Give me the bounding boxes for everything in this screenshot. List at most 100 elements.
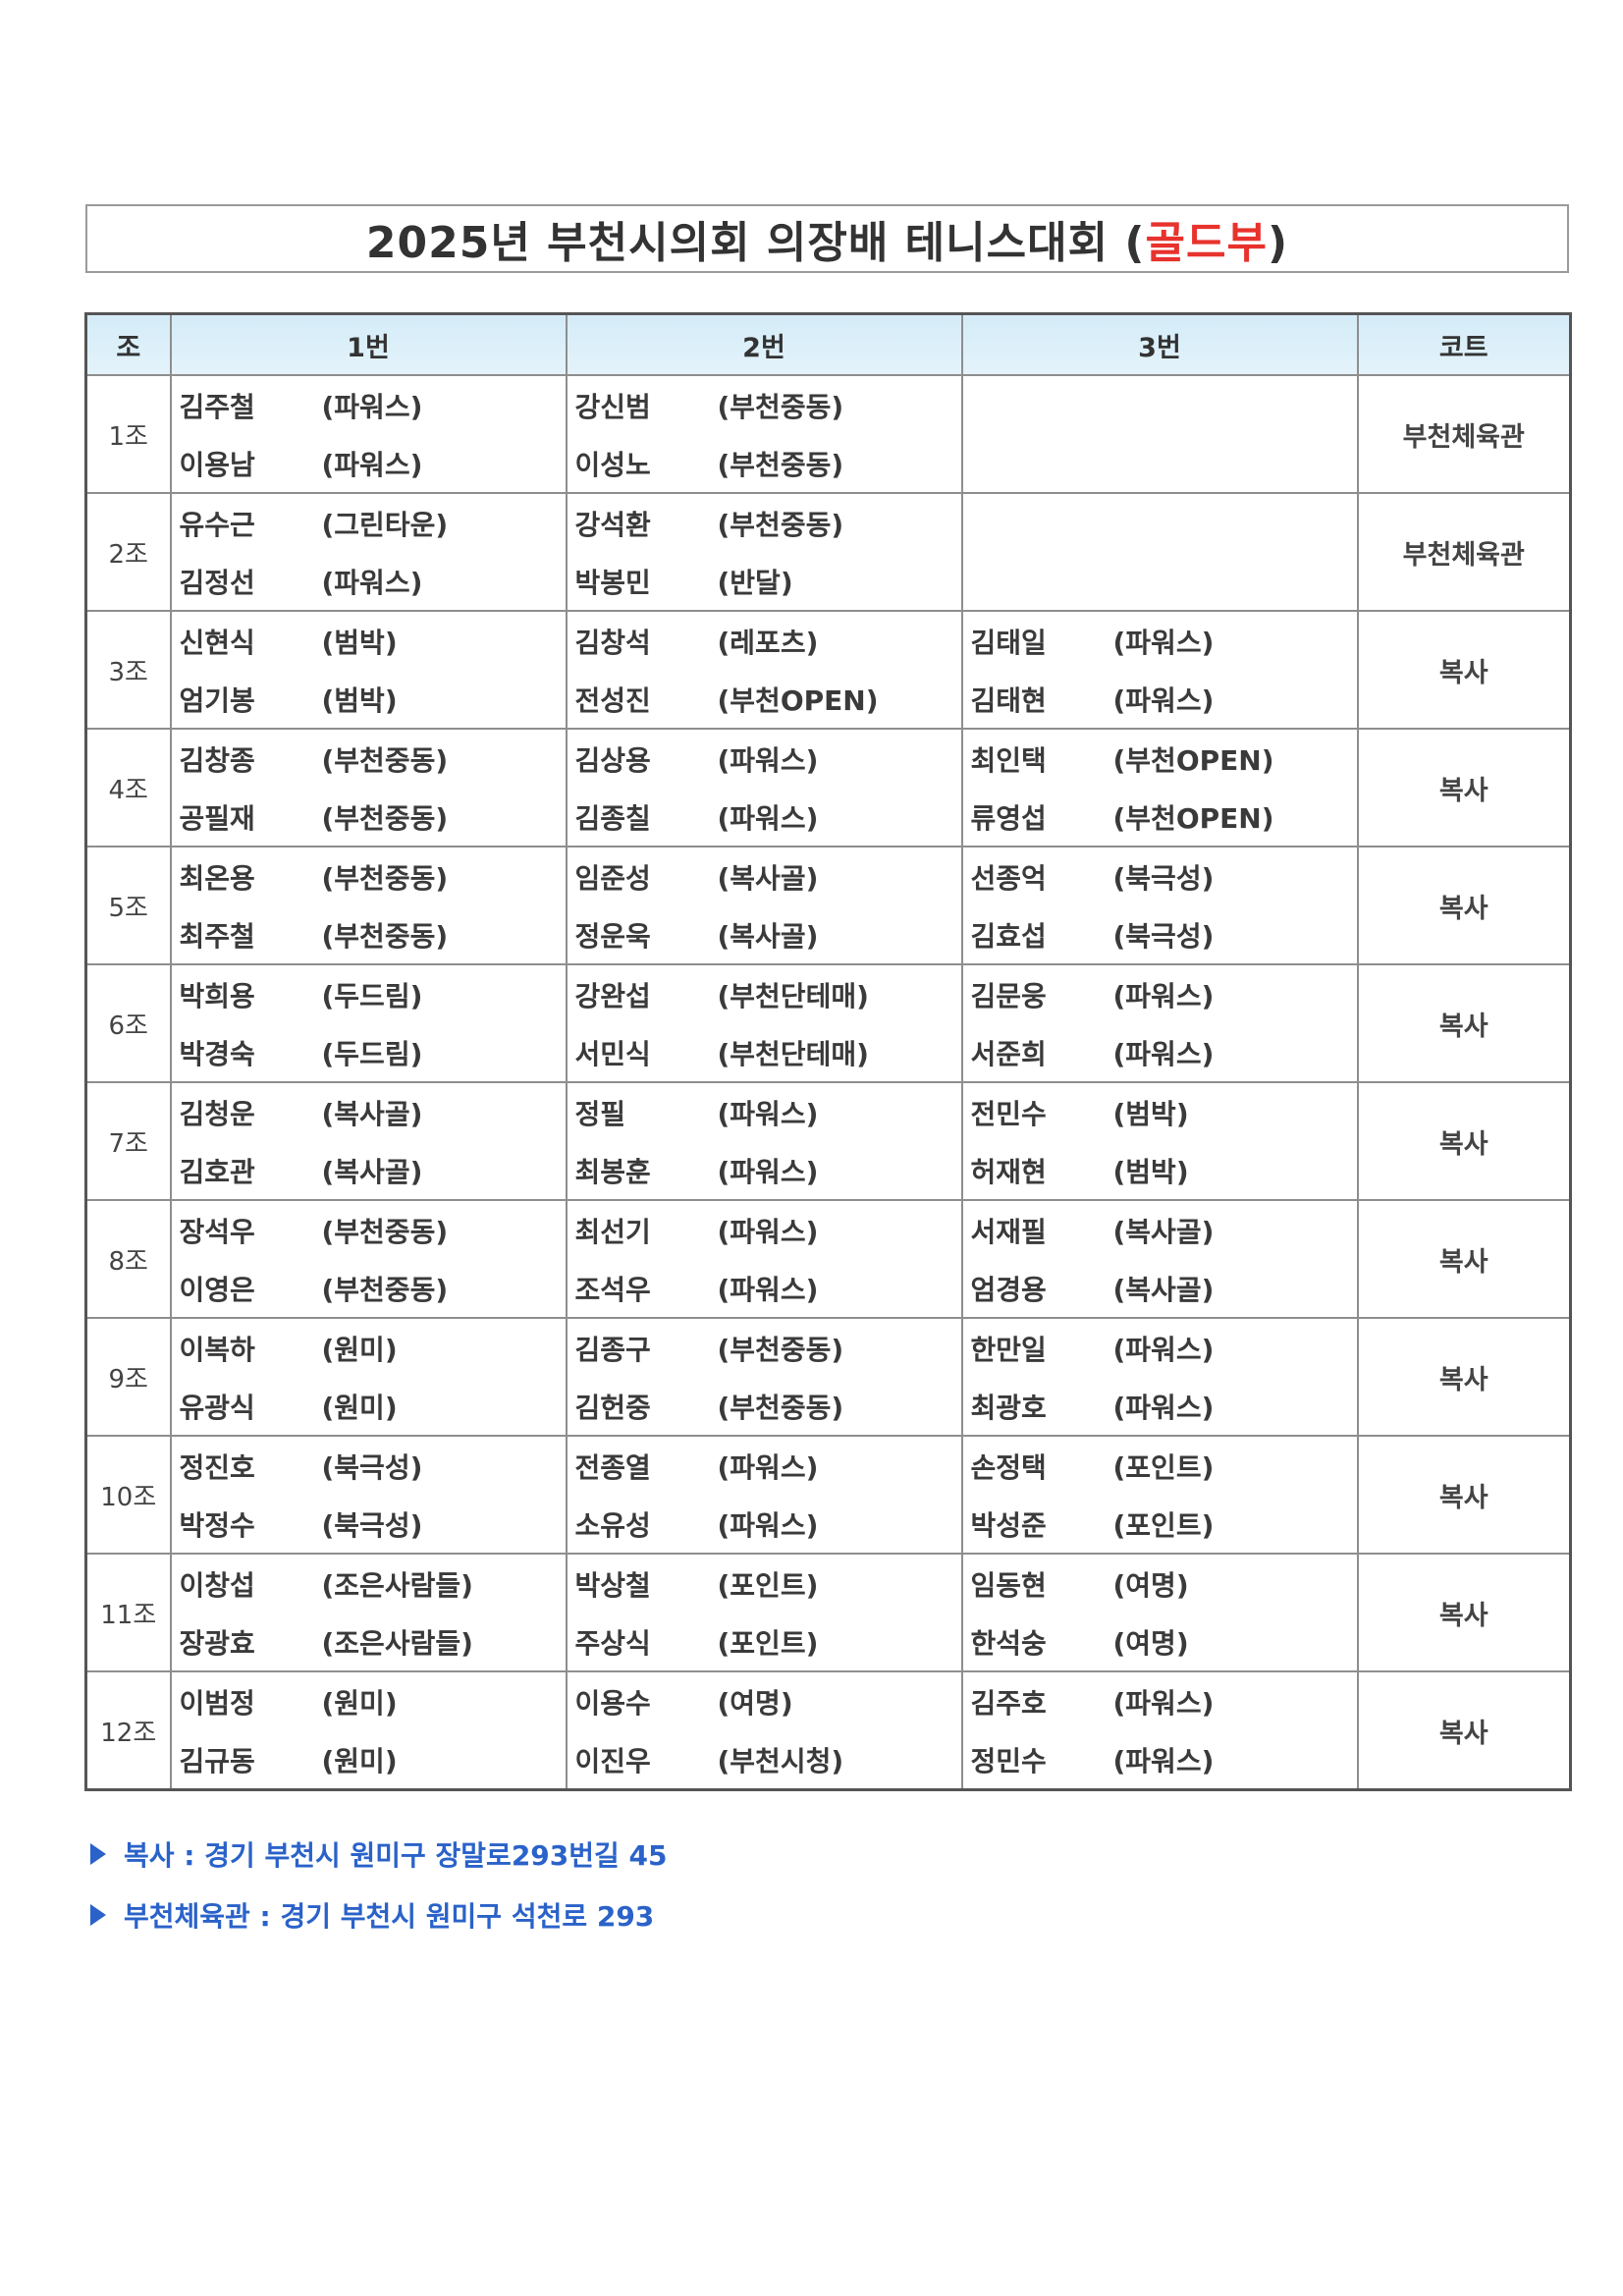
team-pair: 최온용 (부천중동) 최주철 (부천중동) bbox=[172, 847, 566, 963]
court-label: 복사 bbox=[1356, 1199, 1572, 1319]
team-pair: 이범정 (원미) 김규동 (원미) bbox=[172, 1672, 566, 1788]
player-name: 이복하 bbox=[179, 1333, 255, 1366]
player-name: 최봉훈 bbox=[574, 1155, 651, 1188]
team-pair: 박상철 (포인트) 주상식 (포인트) bbox=[568, 1555, 961, 1670]
player: 신현식 (범박) bbox=[180, 622, 566, 661]
team-slot-3: 손정택 (포인트) 박성준 (포인트) bbox=[960, 1435, 1359, 1555]
player-name: 이창섭 bbox=[179, 1568, 255, 1602]
player: 최선기 (파워스) bbox=[575, 1211, 961, 1250]
court-label: 복사 bbox=[1356, 1553, 1572, 1672]
player-club: (포인트) bbox=[1112, 1450, 1215, 1484]
team-slot-2: 강완섭 (부천단테매) 서민식 (부천단테매) bbox=[565, 963, 963, 1083]
player-name: 정민수 bbox=[970, 1744, 1047, 1777]
player-name: 유수근 bbox=[179, 508, 255, 541]
team-slot-1: 정진호 (북극성) 박정수 (북극성) bbox=[169, 1435, 568, 1555]
player-name: 이진우 bbox=[574, 1744, 651, 1777]
team-slot-3: 김문웅 (파워스) 서준희 (파워스) bbox=[960, 963, 1359, 1083]
team-pair: 유수근 (그린타운) 김정선 (파워스) bbox=[172, 494, 566, 610]
player-club: (부천OPEN) bbox=[717, 683, 879, 717]
player: 서민식 (부천단테매) bbox=[575, 1033, 961, 1072]
player-name: 김호관 bbox=[179, 1155, 255, 1188]
player-name: 강완섭 bbox=[574, 979, 651, 1012]
player-name: 김청운 bbox=[179, 1097, 255, 1130]
group-label: 10조 bbox=[84, 1435, 172, 1555]
player: 박희용 (두드림) bbox=[180, 975, 566, 1014]
player: 전종열 (파워스) bbox=[575, 1447, 961, 1486]
player-club: (부천시청) bbox=[717, 1744, 844, 1777]
group-row: 12조 이범정 (원미) 김규동 (원미) 이용수 (여명) 이진우 (부천시청) 김주호 (파워스… bbox=[84, 1670, 1572, 1791]
court-label: 복사 bbox=[1356, 1081, 1572, 1201]
player: 손정택 (포인트) bbox=[971, 1447, 1357, 1486]
player-club: (포인트) bbox=[717, 1568, 819, 1602]
player-name: 최주철 bbox=[179, 919, 255, 953]
player-name: 정필 bbox=[574, 1097, 626, 1130]
player-club: (부천중동) bbox=[321, 1273, 449, 1306]
player-club: (부천OPEN) bbox=[1112, 743, 1274, 777]
player-name: 서재필 bbox=[970, 1215, 1047, 1248]
team-pair: 신현식 (범박) 엄기봉 (범박) bbox=[172, 612, 566, 728]
team-pair: 김주철 (파워스) 이용남 (파워스) bbox=[172, 376, 566, 492]
team-slot-1: 유수근 (그린타운) 김정선 (파워스) bbox=[169, 492, 568, 612]
player: 장석우 (부천중동) bbox=[180, 1211, 566, 1250]
player-name: 이영은 bbox=[179, 1273, 255, 1306]
player-name: 박경숙 bbox=[179, 1037, 255, 1070]
player-club: (원미) bbox=[321, 1686, 398, 1720]
player-club: (복사골) bbox=[1112, 1273, 1215, 1306]
team-slot-1: 이범정 (원미) 김규동 (원미) bbox=[169, 1670, 568, 1791]
team-pair: 김주호 (파워스) 정민수 (파워스) bbox=[963, 1672, 1357, 1788]
player-club: (파워스) bbox=[717, 1215, 819, 1248]
player-club: (부천중동) bbox=[717, 390, 844, 423]
player-name: 강석환 bbox=[574, 508, 651, 541]
player: 김주호 (파워스) bbox=[971, 1682, 1357, 1722]
team-pair: 정필 (파워스) 최봉훈 (파워스) bbox=[568, 1083, 961, 1199]
player-club: (복사골) bbox=[717, 919, 819, 953]
team-slot-1: 최온용 (부천중동) 최주철 (부천중동) bbox=[169, 846, 568, 965]
player-club: (부천중동) bbox=[321, 801, 449, 835]
court-label: 복사 bbox=[1356, 846, 1572, 965]
player: 이영은 (부천중동) bbox=[180, 1269, 566, 1308]
court-label: 복사 bbox=[1356, 1317, 1572, 1437]
group-row: 11조 이창섭 (조은사람들) 장광효 (조은사람들) 박상철 (포인트) 주상식 (포인트) 임… bbox=[84, 1553, 1572, 1672]
group-label: 4조 bbox=[84, 728, 172, 847]
team-pair: 김창종 (부천중동) 공필재 (부천중동) bbox=[172, 730, 566, 846]
player: 이성노 (부천중동) bbox=[575, 444, 961, 483]
player-name: 장석우 bbox=[179, 1215, 255, 1248]
player-club: (범박) bbox=[1112, 1097, 1189, 1130]
player-club: (파워스) bbox=[717, 1097, 819, 1130]
player-name: 공필재 bbox=[179, 801, 255, 835]
team-pair: 강석환 (부천중동) 박봉민 (반달) bbox=[568, 494, 961, 610]
player: 강신범 (부천중동) bbox=[575, 386, 961, 425]
team-slot-1: 이복하 (원미) 유광식 (원미) bbox=[169, 1317, 568, 1437]
team-slot-1: 김청운 (복사골) 김호관 (복사골) bbox=[169, 1081, 568, 1201]
header-court: 코트 bbox=[1356, 312, 1572, 376]
player-name: 김정선 bbox=[179, 566, 255, 599]
player: 박봉민 (반달) bbox=[575, 562, 961, 601]
player-club: (부천중동) bbox=[321, 743, 449, 777]
team-pair: 임준성 (복사골) 정운욱 (복사골) bbox=[568, 847, 961, 963]
player: 주상식 (포인트) bbox=[575, 1622, 961, 1662]
player-club: (부천중동) bbox=[321, 1215, 449, 1248]
player-club: (여명) bbox=[717, 1686, 793, 1720]
player: 김규동 (원미) bbox=[180, 1740, 566, 1779]
team-slot-3: 한만일 (파워스) 최광호 (파워스) bbox=[960, 1317, 1359, 1437]
team-slot-1: 장석우 (부천중동) 이영은 (부천중동) bbox=[169, 1199, 568, 1319]
player-club: (복사골) bbox=[1112, 1215, 1215, 1248]
team-pair: 손정택 (포인트) 박성준 (포인트) bbox=[963, 1437, 1357, 1553]
team-slot-3: 전민수 (범박) 허재현 (범박) bbox=[960, 1081, 1359, 1201]
player-name: 이성노 bbox=[574, 448, 651, 481]
player-name: 전종열 bbox=[574, 1450, 651, 1484]
group-row: 10조 정진호 (북극성) 박정수 (북극성) 전종열 (파워스) 소유성 (파워스) 손정택 (포… bbox=[84, 1435, 1572, 1555]
team-pair: 김창석 (레포츠) 전성진 (부천OPEN) bbox=[568, 612, 961, 728]
team-pair: 임동현 (여명) 한석숭 (여명) bbox=[963, 1555, 1357, 1670]
player: 박정수 (북극성) bbox=[180, 1504, 566, 1544]
player-club: (여명) bbox=[1112, 1568, 1189, 1602]
player-club: (부천중동) bbox=[717, 1391, 844, 1424]
player: 정운욱 (복사골) bbox=[575, 915, 961, 955]
player-club: (파워스) bbox=[1112, 683, 1215, 717]
group-row: 4조 김창종 (부천중동) 공필재 (부천중동) 김상용 (파워스) 김종칠 (파워스) 최인택 (… bbox=[84, 728, 1572, 847]
player-name: 엄기봉 bbox=[179, 683, 255, 717]
team-pair: 김청운 (복사골) 김호관 (복사골) bbox=[172, 1083, 566, 1199]
player-club: (두드림) bbox=[321, 979, 423, 1012]
player-name: 최온용 bbox=[179, 861, 255, 895]
player-name: 김상용 bbox=[574, 743, 651, 777]
